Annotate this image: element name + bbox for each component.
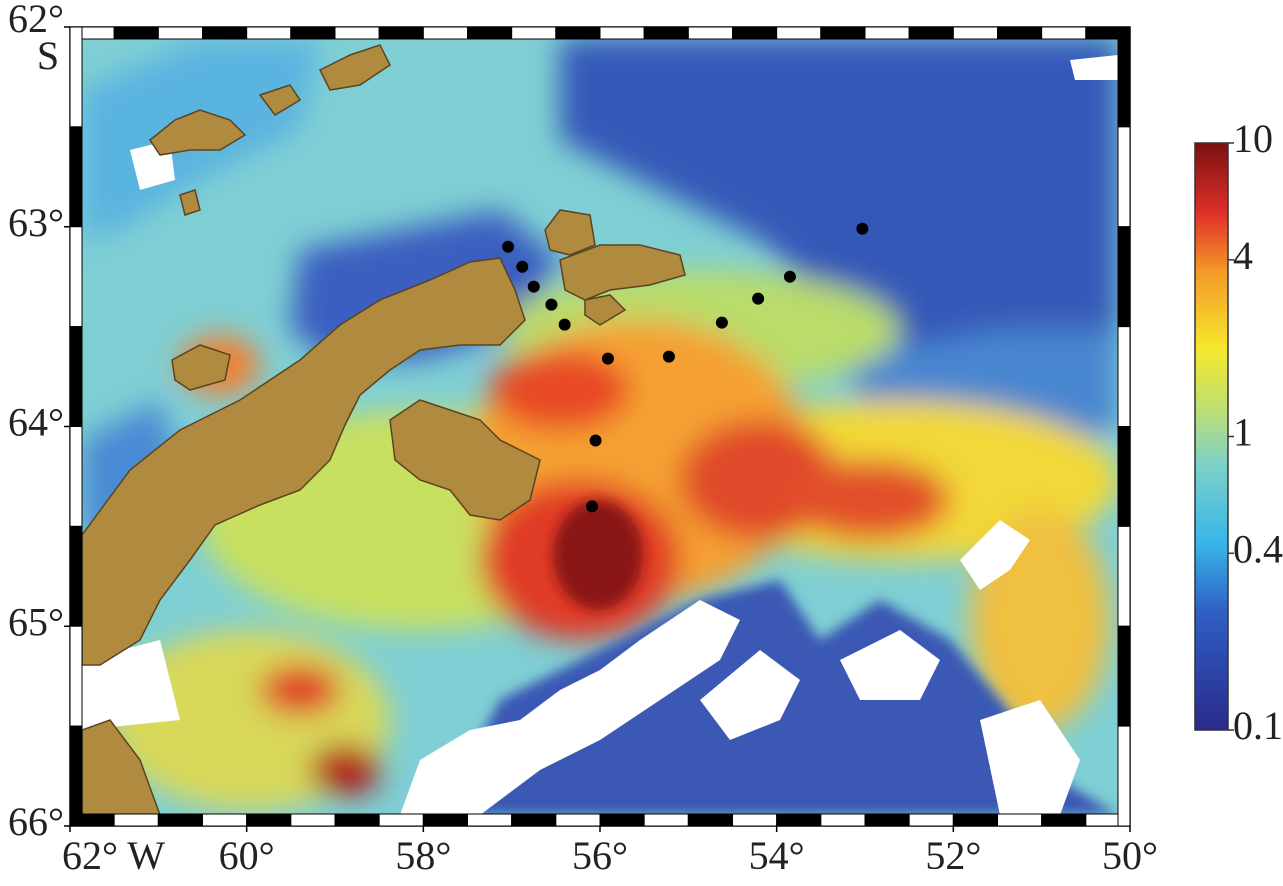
frame-segment xyxy=(643,26,689,40)
chlorophyll-field xyxy=(82,38,1118,815)
x-tick-label: 54° xyxy=(749,833,805,878)
frame-segment xyxy=(334,813,380,827)
frame-segment xyxy=(69,725,83,827)
frame-segment xyxy=(599,26,645,40)
frame-segment xyxy=(776,813,822,827)
x-tick-label: 60° xyxy=(219,833,275,878)
frame-segment xyxy=(864,813,910,827)
station-point xyxy=(586,500,599,513)
frame-segment xyxy=(334,26,380,40)
frame-segment xyxy=(202,26,248,40)
station-point xyxy=(545,298,558,311)
frame-segment xyxy=(776,26,822,40)
frame-segment xyxy=(1117,126,1131,228)
frame-segment xyxy=(157,813,203,827)
x-tick-label: 50° xyxy=(1102,833,1158,878)
frame-segment xyxy=(246,813,292,827)
frame-segment xyxy=(687,26,733,40)
colorbar-tick-label: 10 xyxy=(1233,116,1273,161)
frame-segment xyxy=(1117,625,1131,727)
frame-segment xyxy=(555,26,601,40)
station-point xyxy=(527,280,540,293)
frame-segment xyxy=(952,813,998,827)
x-tick-label: 56° xyxy=(572,833,628,878)
frame-segment xyxy=(599,813,645,827)
frame-segment xyxy=(69,226,83,328)
frame-segment xyxy=(246,26,292,40)
frame-segment xyxy=(908,813,954,827)
frame-segment xyxy=(555,813,601,827)
station-point xyxy=(752,292,765,305)
y-tick-label: 62° xyxy=(8,0,64,41)
y-tick-label: 66° xyxy=(8,799,64,844)
frame-segment xyxy=(467,813,513,827)
frame-segment xyxy=(157,26,203,40)
colorbar-tick-label: 0.1 xyxy=(1233,703,1283,748)
frame-segment xyxy=(69,326,83,427)
colorbar xyxy=(1194,142,1229,731)
colorbar-tick-label: 1 xyxy=(1233,410,1253,455)
station-point xyxy=(783,270,796,283)
frame-segment xyxy=(997,813,1043,827)
colorbar-tick-label: 4 xyxy=(1233,233,1253,278)
frame-segment xyxy=(732,26,778,40)
frame-segment xyxy=(952,26,998,40)
frame-segment xyxy=(290,813,336,827)
x-tick-label: 62° W xyxy=(62,833,165,878)
x-tick-label: 58° xyxy=(395,833,451,878)
frame-segment xyxy=(1041,813,1087,827)
frame-segment xyxy=(1117,226,1131,328)
map-frame xyxy=(69,26,1131,827)
frame-segment xyxy=(1041,26,1087,40)
land xyxy=(82,44,686,815)
frame-segment xyxy=(1117,725,1131,827)
station-point xyxy=(715,316,728,329)
y-tick-label: 65° xyxy=(8,599,64,644)
frame-segment xyxy=(820,813,866,827)
frame-segment xyxy=(69,625,83,727)
y-tick-label: 63° xyxy=(8,200,64,245)
x-tick-label: 52° xyxy=(925,833,981,878)
frame-segment xyxy=(69,525,83,627)
frame-segment xyxy=(1117,426,1131,527)
station-point xyxy=(589,434,602,447)
frame-segment xyxy=(997,26,1043,40)
frame-segment xyxy=(1117,525,1131,627)
frame-segment xyxy=(908,26,954,40)
station-point xyxy=(502,240,515,253)
frame-segment xyxy=(467,26,513,40)
frame-segment xyxy=(643,813,689,827)
frame-segment xyxy=(290,26,336,40)
frame-segment xyxy=(1117,326,1131,427)
frame-segment xyxy=(820,26,866,40)
frame-segment xyxy=(864,26,910,40)
frame-segment xyxy=(687,813,733,827)
frame-segment xyxy=(732,813,778,827)
station-point xyxy=(662,350,675,363)
frame-segment xyxy=(422,813,469,827)
y-tick-label: 64° xyxy=(8,400,64,445)
station-point xyxy=(516,260,529,273)
frame-segment xyxy=(422,26,469,40)
frame-segment xyxy=(113,813,159,827)
lat-hemisphere-label: S xyxy=(37,33,59,78)
station-point xyxy=(601,352,614,365)
frame-segment xyxy=(69,126,83,228)
frame-segment xyxy=(511,813,557,827)
frame-segment xyxy=(69,426,83,527)
station-point xyxy=(558,318,571,331)
frame-segment xyxy=(378,26,424,40)
frame-segment xyxy=(1117,26,1131,128)
frame-segment xyxy=(202,813,248,827)
frame-segment xyxy=(69,26,83,128)
colorbar-tick-label: 0.4 xyxy=(1233,526,1283,571)
frame-segment xyxy=(511,26,557,40)
frame-segment xyxy=(113,26,159,40)
station-point xyxy=(856,222,869,235)
frame-segment xyxy=(378,813,424,827)
